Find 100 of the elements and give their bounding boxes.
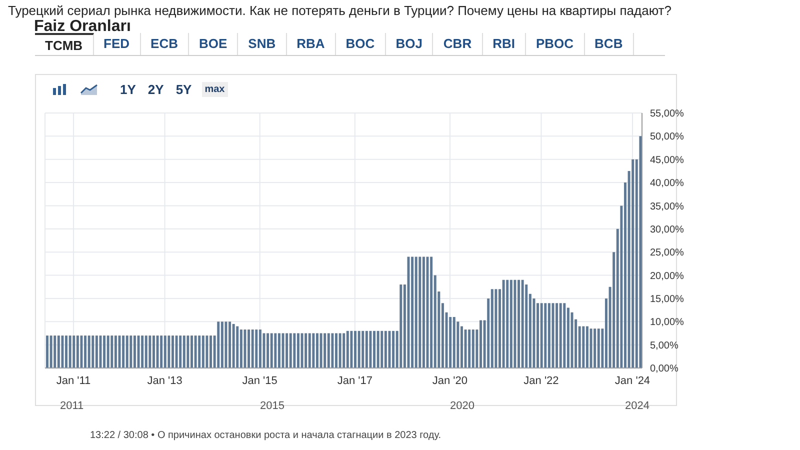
bar	[563, 303, 566, 368]
bar	[144, 336, 148, 368]
bar	[346, 330, 349, 368]
bar	[114, 336, 117, 368]
bar	[65, 336, 68, 368]
bar	[582, 326, 585, 368]
bar	[548, 303, 550, 368]
bar	[160, 336, 163, 368]
bar	[126, 336, 128, 368]
bar	[274, 333, 277, 368]
bar	[350, 330, 353, 368]
bar	[518, 280, 520, 368]
bar	[50, 336, 52, 368]
text: TCMB	[45, 38, 83, 53]
bar	[232, 324, 235, 368]
y-tick-label: 35,00%	[650, 201, 684, 212]
bar	[293, 333, 296, 368]
bar	[148, 336, 152, 368]
bar	[80, 336, 83, 368]
bar	[384, 330, 387, 368]
text: BOC	[336, 33, 386, 55]
bar	[95, 336, 98, 368]
bar	[84, 336, 87, 368]
bar	[407, 256, 410, 368]
bar	[514, 280, 516, 368]
bar	[164, 336, 166, 368]
bar	[179, 336, 182, 368]
bar	[472, 330, 474, 368]
bar	[206, 336, 208, 368]
y-tick-label: 5,00%	[650, 340, 678, 352]
bar	[362, 330, 364, 368]
bar	[106, 336, 110, 368]
bar	[217, 322, 220, 368]
bar	[354, 330, 357, 368]
bar	[414, 256, 418, 368]
bar	[312, 333, 315, 368]
bar	[236, 326, 239, 368]
bar	[286, 333, 288, 368]
y-tick-label: 50,00%	[650, 132, 684, 143]
bar	[342, 333, 346, 368]
x-tick-label: Jan '20	[432, 374, 468, 387]
text: 2011	[60, 400, 84, 412]
bar	[278, 333, 280, 368]
bar	[68, 336, 72, 368]
y-tick-label: 0,00%	[650, 364, 678, 375]
bar	[594, 328, 596, 368]
text: BOJ	[386, 33, 434, 55]
bar	[304, 333, 308, 368]
bar	[244, 330, 246, 368]
bar	[544, 303, 547, 368]
bar	[388, 330, 391, 368]
bar	[426, 256, 429, 368]
bar	[392, 330, 395, 368]
bar	[110, 336, 114, 368]
bar	[468, 330, 471, 368]
text: 2015	[260, 400, 284, 412]
bar	[194, 336, 197, 368]
bar	[289, 333, 292, 368]
bar	[510, 280, 512, 368]
bar	[61, 336, 64, 368]
x-tick-label: Jan '15	[242, 374, 278, 387]
bar	[240, 330, 242, 368]
bar	[130, 336, 132, 368]
bar	[92, 336, 94, 368]
bar	[308, 333, 311, 368]
x-tick-label: Jan '13	[147, 374, 182, 387]
text: Турецкий сериал рынка недвижимости. Как не потерять деньги в Турции? Почему цены на квартиры падают?	[8, 3, 672, 18]
bar	[248, 330, 250, 368]
text: 2Y	[146, 82, 165, 97]
bar	[133, 336, 136, 368]
bar	[540, 303, 543, 368]
bar	[198, 336, 201, 368]
y-tick-label: 10,00%	[650, 317, 684, 328]
bar	[156, 336, 159, 368]
bar	[46, 336, 48, 368]
y-tick-label: 20,00%	[650, 270, 684, 282]
bar	[422, 256, 425, 368]
text: PBOC	[526, 33, 585, 55]
text: max	[202, 82, 228, 97]
bar	[88, 336, 90, 368]
bar	[590, 328, 592, 368]
bar	[137, 336, 140, 368]
text: FED	[104, 36, 130, 51]
bar	[464, 330, 467, 368]
bar	[320, 333, 322, 368]
bar	[532, 298, 536, 368]
bar	[72, 336, 76, 368]
bar	[182, 336, 186, 368]
text: 13:22 / 30:08 • О причинах остановки роста и начала стагнации в 2023 году.	[90, 430, 441, 441]
bar	[316, 333, 318, 368]
x-tick-label: Jan '11	[56, 374, 91, 387]
bar	[228, 322, 232, 368]
bar	[376, 330, 380, 368]
bar	[365, 330, 368, 368]
bar	[190, 336, 193, 368]
y-tick-label: 55,00%	[650, 108, 684, 120]
bar	[270, 333, 273, 368]
bar	[141, 336, 144, 368]
bar	[282, 333, 284, 368]
bar	[521, 280, 524, 368]
